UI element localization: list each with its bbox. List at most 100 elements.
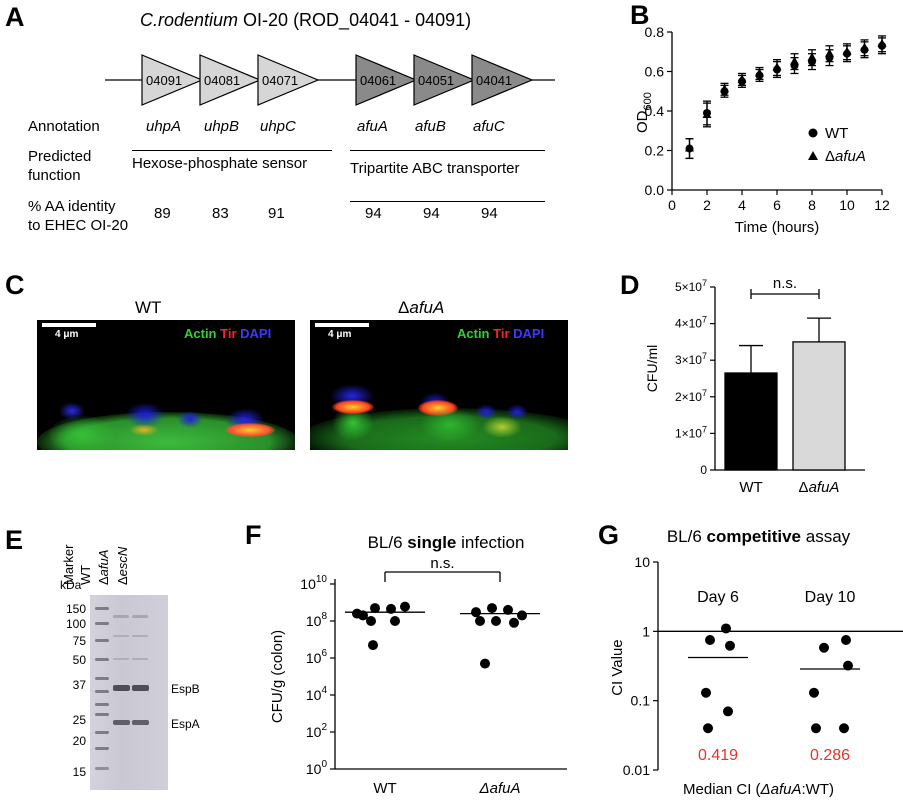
function-bracket-1 [132,150,332,151]
median-value-label: 0.286 [810,747,850,764]
row-label-identity-2: to EHEC OI-20 [28,217,129,234]
marker-size-label: 100 [65,617,86,631]
data-point [721,623,731,634]
sds-page-gel [90,595,168,790]
data-point [819,642,829,653]
gene-identity: 89 [154,205,171,222]
data-point [841,634,851,645]
data-point-mutant [860,42,869,51]
lane-label: Marker [61,544,76,585]
data-point [517,610,527,621]
data-point [705,634,715,645]
x-tick-label: 6 [773,197,781,213]
gene-arrow-04081 [199,54,262,106]
y-tick-label: 0.01 [623,762,650,778]
legend-label-wt: WT [825,125,848,142]
chart-title: BL/6 single infection [368,533,525,552]
y-axis-title: OD600 [634,92,654,133]
x-tick-label: 2 [703,197,711,213]
gene-id-label: 04041 [476,73,512,88]
gene-annotation: afuA [357,118,388,135]
panel-label-a: A [5,2,25,32]
significance-label: n.s. [773,275,797,292]
data-point [509,617,519,628]
x-tick-label: 8 [808,197,816,213]
y-tick-label: 4×107 [675,315,707,331]
competitive-assay-chart: BL/6 competitive assay 0.01 0.1 1 10 Day 6 0.4… [609,527,903,797]
y-tick-label: 100 [306,759,328,777]
y-tick-label: 104 [306,685,328,703]
panel-label-c: C [5,270,25,300]
bar-0 [724,372,778,471]
data-point-mutant [737,74,747,83]
panel-label-e: E [5,525,24,555]
day-label: Day 6 [697,589,739,606]
data-point [370,603,380,614]
lane-label: ΔafuA [96,550,111,585]
scale-bar [42,323,96,327]
gel-lane-labels: Marker WT ΔafuA ΔescN [61,544,130,585]
data-point [491,616,501,626]
gene-id-label: 04071 [262,73,298,88]
y-tick-label: 0.0 [645,182,665,198]
data-point [839,723,849,734]
y-tick-label: 106 [306,648,328,666]
legend-label-mutant: ΔafuA [825,148,866,165]
data-point-mutant [825,48,834,57]
data-point-mutant [842,46,852,55]
y-tick-label: 0.4 [645,103,665,119]
data-point [703,723,713,734]
marker-size-label: 75 [72,634,86,648]
espa-band-wt [113,720,130,725]
y-tick-label: 5×107 [675,278,707,294]
gene-arrow-04061 [355,54,418,106]
data-point [386,603,396,614]
gene-identity: 83 [212,205,229,222]
x-tick-label: ΔafuA [479,780,521,797]
row-label-identity-1: % AA identity [28,198,116,215]
significance-label: n.s. [430,555,454,572]
bar-1 [792,341,846,471]
y-tick-label: 10 [634,554,650,570]
data-point-mutant [685,143,694,152]
x-tick-label: ΔafuA [799,479,840,496]
data-point [809,687,819,698]
lane-label: ΔescN [115,546,130,585]
gene-id-label: 04051 [418,73,454,88]
marker-size-label: 50 [72,653,86,667]
x-tick-label: 10 [839,197,855,213]
row-label-function-1: Predicted [28,148,92,165]
kda-label: kDa [60,578,82,592]
gene-cluster-title: C.rodentium OI-20 (ROD_04041 - 04091) [140,10,472,30]
dapi-signal [59,402,85,420]
legend-marker-mutant [808,151,818,160]
panel-label-b: B [630,0,650,30]
x-axis-title: Time (hours) [735,219,819,236]
function-bracket-2 [350,150,545,151]
data-point-mutant [720,84,729,93]
single-infection-chart: BL/6 single infection 100 102 104 106 108 1010… [269,533,567,797]
y-tick-label: 2×107 [675,388,707,404]
x-tick-label: 4 [738,197,746,213]
data-point-mutant [790,56,799,65]
y-tick-label: 1010 [300,574,327,592]
gene-identity: 91 [268,205,285,222]
identity-bracket [350,201,545,202]
data-point-mutant [702,109,712,118]
tir-signal [129,424,159,436]
data-point [725,640,735,651]
y-tick-label: 0.1 [631,693,651,709]
row-label-function-2: function [28,167,81,184]
y-tick-label: 1 [642,623,650,639]
data-point [400,601,410,612]
panel-label-f: F [245,520,262,550]
y-tick-label: 102 [306,722,328,740]
function-group-1: Hexose-phosphate sensor [132,155,308,172]
data-point [471,607,481,618]
gene-annotation: uhpB [204,118,240,135]
panel-label-g: G [598,520,620,550]
y-tick-label: 3×107 [675,351,707,367]
marker-size-label: 37 [72,678,86,692]
scale-bar-label: 4 μm [55,329,79,340]
gene-identity: 94 [481,205,498,222]
